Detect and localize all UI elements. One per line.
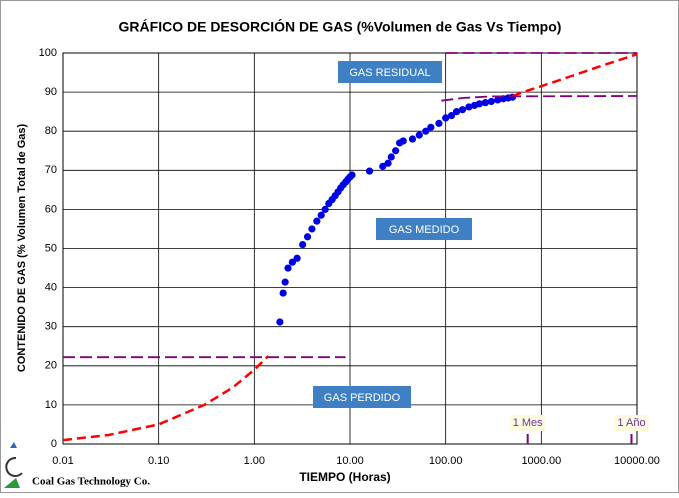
y-tick-label: 60 xyxy=(45,203,57,215)
data-point xyxy=(481,99,489,107)
y-tick-label: 30 xyxy=(45,321,57,333)
data-point xyxy=(348,171,356,179)
y-tick-label: 100 xyxy=(39,47,57,59)
y-axis-label: CONTENIDO DE GAS (% Volumen Total de Gas… xyxy=(16,123,28,372)
data-point xyxy=(313,217,321,225)
annotation: GAS RESIDUAL xyxy=(349,67,430,79)
y-tick-label: 50 xyxy=(45,242,57,254)
data-point xyxy=(365,167,374,175)
x-tick-label: 0.01 xyxy=(52,455,73,467)
annotation-box xyxy=(313,386,411,408)
data-point xyxy=(458,106,467,114)
x-tick-label: 0.10 xyxy=(148,455,169,467)
data-point xyxy=(435,119,443,127)
y-tick-label: 90 xyxy=(45,86,57,98)
data-point xyxy=(379,162,387,170)
y-tick-label: 70 xyxy=(45,164,57,176)
marker-label-bg xyxy=(613,415,650,431)
logo-text: Coal Gas Technology Co. xyxy=(32,476,150,488)
x-tick-label: 10000.00 xyxy=(614,455,660,467)
logo: Coal Gas Technology Co. xyxy=(4,442,150,488)
data-point xyxy=(427,123,435,131)
data-point xyxy=(494,96,502,104)
data-point xyxy=(279,289,287,297)
data-point xyxy=(415,131,423,139)
data-point xyxy=(422,127,430,135)
data-point xyxy=(408,135,417,143)
data-point xyxy=(387,153,395,161)
annotation: GAS PERDIDO xyxy=(324,392,401,404)
x-tick-label: 1.00 xyxy=(244,455,265,467)
data-point xyxy=(392,147,400,155)
data-point xyxy=(399,137,407,145)
data-point xyxy=(447,111,456,120)
data-point xyxy=(284,264,292,272)
x-axis-label: TIEMPO (Horas) xyxy=(299,470,390,484)
data-point xyxy=(281,278,289,286)
data-point xyxy=(299,240,307,249)
data-point xyxy=(276,318,284,326)
y-tick-label: 20 xyxy=(45,360,57,372)
data-point xyxy=(317,211,325,219)
data-point xyxy=(475,100,483,108)
marker-label-bg xyxy=(509,415,546,431)
data-point xyxy=(384,159,392,167)
x-tick-label: 1000.00 xyxy=(521,455,561,467)
plot-area xyxy=(62,52,638,445)
data-point xyxy=(308,225,316,233)
annotation-box xyxy=(338,61,442,83)
data-point xyxy=(442,114,450,122)
y-tick-label: 0 xyxy=(51,438,57,450)
marker-label: 1 Mes xyxy=(513,417,543,429)
marker-label: 1 Año xyxy=(617,417,645,429)
dashed-line xyxy=(512,53,638,98)
dashed-line xyxy=(441,95,638,102)
data-point xyxy=(465,103,473,111)
annotation: GAS MEDIDO xyxy=(389,224,460,236)
data-point xyxy=(293,254,301,262)
data-point xyxy=(487,97,495,106)
dashed-line xyxy=(62,355,270,442)
data-point xyxy=(321,205,329,213)
chart-title: GRÁFICO DE DESORCIÓN DE GAS (%Volumen de… xyxy=(119,18,562,35)
annotation-box xyxy=(376,218,472,240)
y-tick-label: 40 xyxy=(45,282,57,294)
data-point xyxy=(303,233,312,241)
x-tick-label: 10.00 xyxy=(336,455,364,467)
y-tick-label: 10 xyxy=(45,399,57,411)
y-tick-label: 80 xyxy=(45,125,57,137)
x-tick-label: 100.00 xyxy=(429,455,463,467)
data-point xyxy=(452,108,461,116)
